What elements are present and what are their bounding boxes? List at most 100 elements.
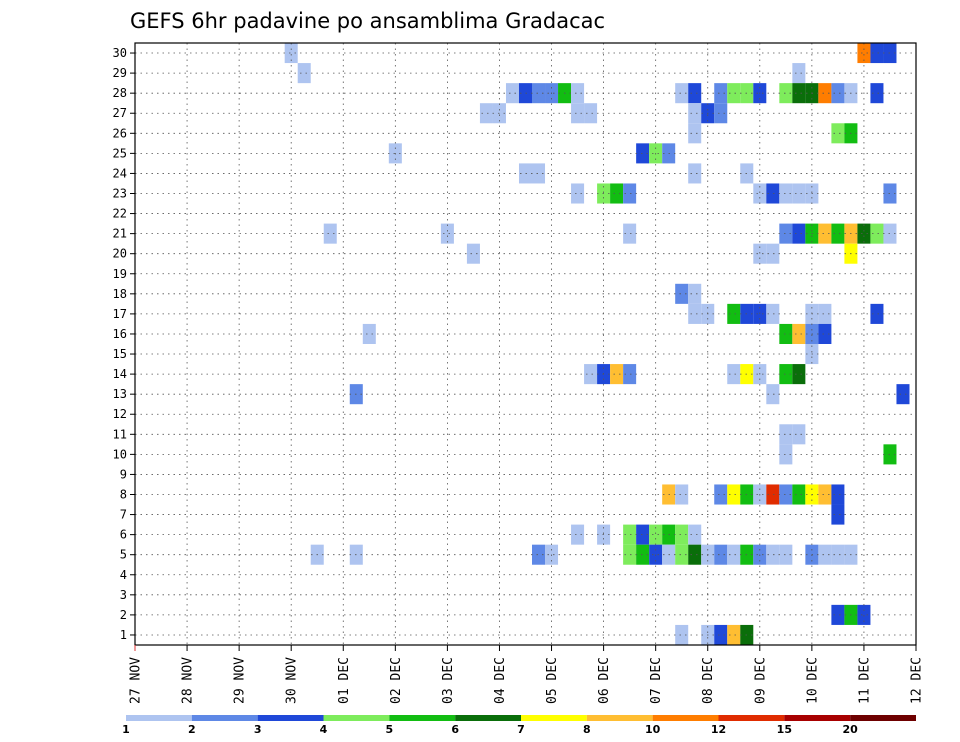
heatmap-cell <box>571 83 585 104</box>
x-tick-label: 08 DEC <box>701 657 716 704</box>
y-tick-label: 3 <box>120 588 127 602</box>
heatmap-cell <box>779 444 793 465</box>
heatmap-cell <box>831 83 845 104</box>
heatmap-cell <box>818 323 832 344</box>
y-tick-label: 22 <box>113 207 127 221</box>
heatmap-cell <box>323 223 337 244</box>
heatmap-cell <box>766 243 780 264</box>
y-tick-label: 5 <box>120 548 127 562</box>
heatmap-cell <box>766 303 780 324</box>
y-tick-label: 30 <box>113 46 127 60</box>
y-tick-label: 20 <box>113 247 127 261</box>
y-tick-label: 24 <box>113 166 127 180</box>
plot-frame <box>134 42 917 646</box>
colorbar-label: 5 <box>386 723 394 736</box>
y-tick-label: 18 <box>113 287 127 301</box>
colorbar-label: 3 <box>254 723 262 736</box>
x-tick-label: 04 DEC <box>493 657 508 704</box>
heatmap-cell <box>688 123 702 144</box>
x-tick-label: 29 NOV <box>233 657 248 704</box>
heatmap-cell <box>714 83 728 104</box>
heatmap-cell <box>727 544 741 565</box>
y-tick-label: 10 <box>113 447 127 461</box>
colorbar-swatch <box>586 715 653 721</box>
heatmap-cell <box>688 303 702 324</box>
y-axis: 1234567891011121314151617181920212223242… <box>113 46 135 642</box>
y-tick-label: 2 <box>120 608 127 622</box>
x-tick-label: 09 DEC <box>753 657 768 704</box>
y-tick-label: 19 <box>113 267 127 281</box>
x-tick-label: 07 DEC <box>649 657 664 704</box>
colorbar-label: 1 <box>122 723 130 736</box>
heatmap-cell <box>688 524 702 545</box>
heatmap-cell <box>675 524 689 545</box>
y-tick-label: 16 <box>113 327 127 341</box>
heatmap-cell <box>896 384 910 405</box>
heatmap-cell <box>505 83 519 104</box>
y-tick-label: 28 <box>113 86 127 100</box>
y-tick-label: 29 <box>113 66 127 80</box>
y-tick-label: 12 <box>113 407 127 421</box>
heatmap-cell <box>779 424 793 445</box>
heatmap-cell <box>766 544 780 565</box>
y-tick-label: 9 <box>120 467 127 481</box>
heatmap-cell <box>727 624 741 645</box>
x-tick-label: 10 DEC <box>805 657 820 704</box>
colorbar-label: 20 <box>843 723 859 736</box>
x-tick-label: 01 DEC <box>337 657 352 704</box>
colorbar-swatch <box>191 715 258 721</box>
colorbar-swatch <box>126 715 192 721</box>
heatmap-cell <box>831 544 845 565</box>
heatmap-cell <box>818 484 832 505</box>
heatmap-cell <box>779 83 793 104</box>
x-tick-label: 03 DEC <box>441 657 456 704</box>
heatmap-cell <box>532 83 546 104</box>
heatmap-cell <box>571 183 585 204</box>
y-tick-label: 6 <box>120 528 127 542</box>
x-tick-label: 05 DEC <box>545 657 560 704</box>
heatmap-cell <box>857 604 871 625</box>
x-tick-label: 02 DEC <box>389 657 404 704</box>
colorbar-label: 4 <box>320 723 328 736</box>
heatmap-cell <box>831 504 845 525</box>
heatmap-cell <box>297 63 311 84</box>
heatmap-cell <box>675 484 689 505</box>
heatmap-cell <box>688 83 702 104</box>
heatmap-cell <box>675 544 689 565</box>
heatmap-cell <box>727 303 741 324</box>
heatmap-cell <box>571 524 585 545</box>
y-tick-label: 17 <box>113 307 127 321</box>
heatmap-cell <box>792 323 806 344</box>
y-tick-label: 1 <box>120 628 127 642</box>
heatmap-cell <box>779 323 793 344</box>
colorbar-swatch <box>784 715 851 721</box>
heatmap-cell <box>584 103 598 124</box>
heatmap-cell <box>714 624 728 645</box>
heatmap-cell <box>610 364 624 385</box>
colorbar-swatch <box>389 715 456 721</box>
heatmap-cell <box>870 303 884 324</box>
heatmap-cell <box>466 243 480 264</box>
y-tick-label: 27 <box>113 106 127 120</box>
x-tick-label: 06 DEC <box>597 657 612 704</box>
heatmap-cell <box>779 484 793 505</box>
y-tick-label: 4 <box>120 568 127 582</box>
heatmap-cell <box>727 83 741 104</box>
x-tick-label: 27 NOV <box>129 657 144 704</box>
heatmap-cell <box>766 484 780 505</box>
heatmap-cell <box>636 524 650 545</box>
heatmap-cell <box>440 223 454 244</box>
heatmap-cell <box>779 223 793 244</box>
heatmap-cell <box>714 103 728 124</box>
heatmap-cell <box>688 163 702 184</box>
heatmap-cell <box>675 283 689 304</box>
heatmap-cell <box>753 183 767 204</box>
colorbar-label: 10 <box>645 723 661 736</box>
heatmap-cell <box>779 364 793 385</box>
colorbar-swatch <box>652 715 719 721</box>
heatmap-cell <box>571 103 585 124</box>
chart-title: GEFS 6hr padavine po ansamblima Gradacac <box>130 9 605 33</box>
colorbar-label: 2 <box>188 723 196 736</box>
colorbar-swatch <box>455 715 521 721</box>
